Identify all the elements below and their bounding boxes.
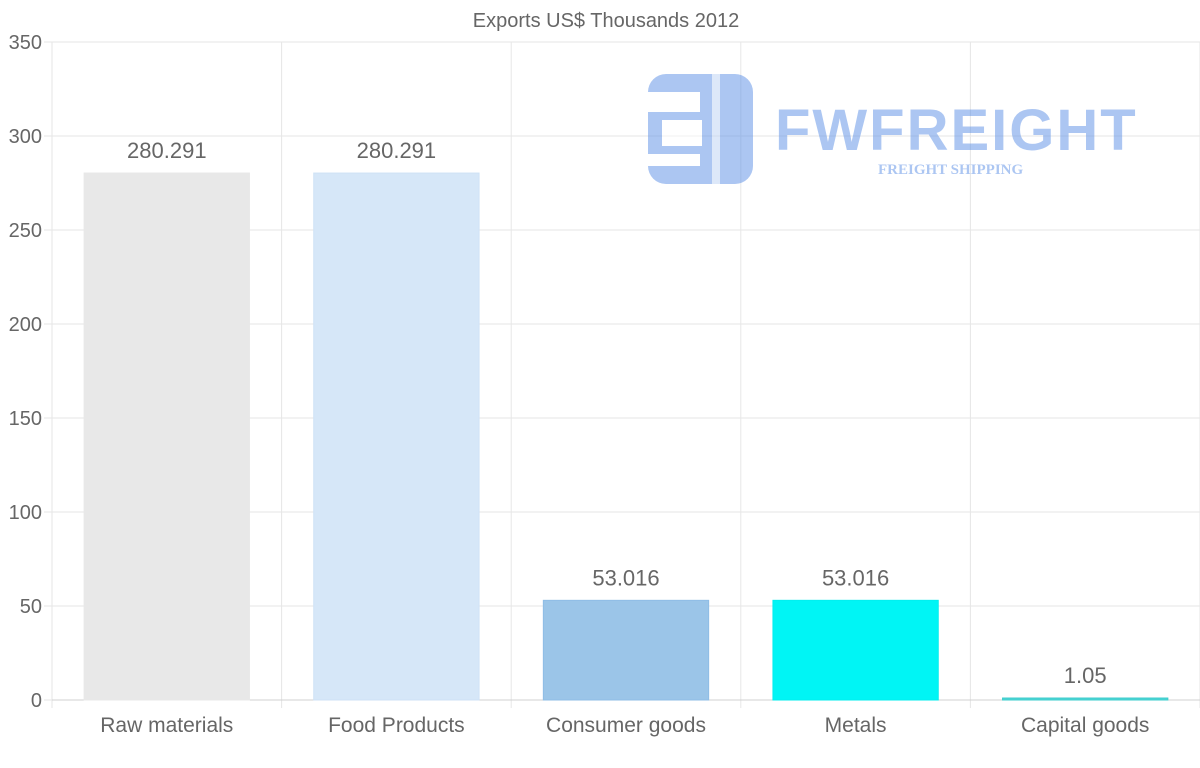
y-tick-label: 250 (9, 220, 42, 242)
bar-value-label: 53.016 (592, 565, 659, 590)
x-tick-label: Raw materials (100, 714, 233, 737)
y-tick-label: 0 (31, 690, 42, 712)
bars (83, 172, 1169, 701)
bar-value-label: 53.016 (822, 565, 889, 590)
x-tick-label: Metals (825, 714, 887, 737)
y-tick-label: 300 (9, 126, 42, 148)
bar[interactable] (772, 599, 939, 701)
watermark-brand: FWFREIGHT (775, 98, 1138, 163)
y-tick-label: 150 (9, 408, 42, 430)
watermark-tagline: FREIGHT SHIPPING (878, 162, 1023, 178)
y-tick-label: 100 (9, 502, 42, 524)
bar[interactable] (542, 599, 710, 701)
y-tick-label: 350 (9, 32, 42, 54)
chart-title: Exports US$ Thousands 2012 (473, 10, 739, 32)
x-tick-label: Consumer goods (546, 714, 706, 737)
x-tick-label: Capital goods (1021, 714, 1149, 737)
watermark-logo: FWFREIGHT FREIGHT SHIPPING (648, 74, 1138, 184)
axes: 0 50 100 150 200 250 300 350 Raw materials Food P… (9, 32, 1200, 737)
fwfreight-logo-icon (648, 74, 753, 184)
bar-value-label: 280.291 (127, 138, 207, 163)
x-tick-label: Food Products (328, 714, 465, 737)
data-labels: 280.291 280.291 53.016 53.016 1.05 (127, 138, 1107, 688)
bar[interactable] (83, 172, 250, 701)
y-tick-label: 50 (20, 596, 42, 618)
bar[interactable] (1002, 697, 1169, 701)
y-tick-label: 200 (9, 314, 42, 336)
bar[interactable] (313, 172, 480, 701)
bar-value-label: 1.05 (1064, 663, 1107, 688)
bar-value-label: 280.291 (357, 138, 437, 163)
